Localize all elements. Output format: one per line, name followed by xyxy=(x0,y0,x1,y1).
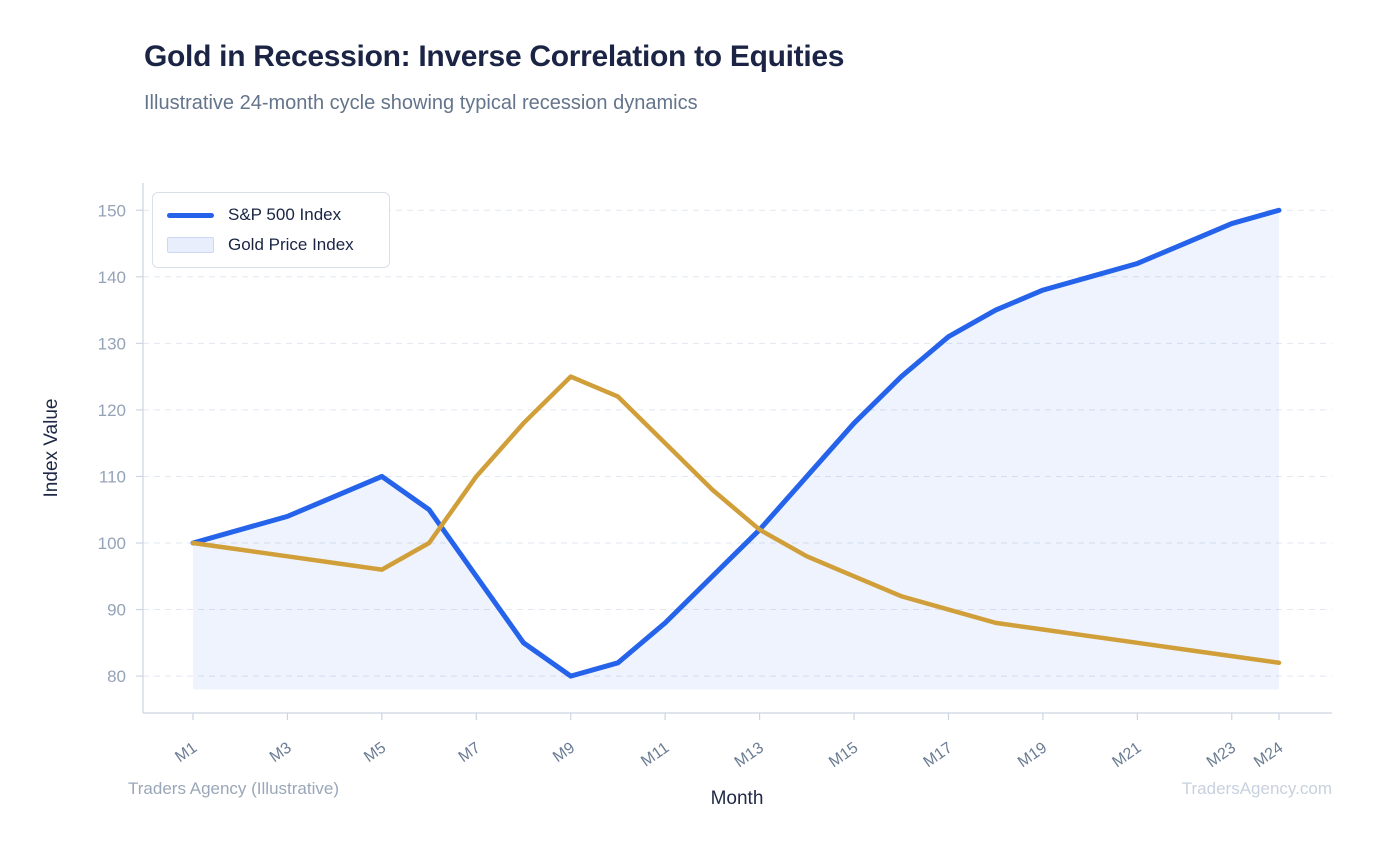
x-tick-label: M11 xyxy=(638,739,672,770)
x-tick-label: M3 xyxy=(267,739,295,766)
source-note: Traders Agency (Illustrative) xyxy=(128,779,339,798)
x-axis-ticks: M1 M3 M5 M7 M9 M11 M13 M15 M17 M19 M21 M23 M24 xyxy=(172,713,1286,771)
x-tick-label: M1 xyxy=(172,739,200,766)
y-tick-label: 120 xyxy=(98,401,126,420)
x-axis-title: Month xyxy=(711,788,764,809)
x-tick-label: M19 xyxy=(1015,739,1050,771)
sp500-line-swatch-icon xyxy=(167,212,214,218)
sp500-line xyxy=(190,207,1282,679)
y-tick-label: 130 xyxy=(98,334,126,353)
legend-label-gold: Gold Price Index xyxy=(228,235,354,254)
x-tick-label: M7 xyxy=(456,739,484,766)
y-tick-label: 90 xyxy=(107,601,126,620)
x-tick-label: M5 xyxy=(361,739,389,766)
x-tick-label: M17 xyxy=(921,739,956,771)
legend: S&P 500 Index Gold Price Index xyxy=(152,192,390,268)
sp500-area xyxy=(193,210,1279,690)
legend-item-gold: Gold Price Index xyxy=(167,232,375,258)
legend-item-sp500: S&P 500 Index xyxy=(167,202,375,228)
y-tick-label: 100 xyxy=(98,534,126,553)
chart-title: Gold in Recession: Inverse Correlation t… xyxy=(144,40,845,73)
legend-label-sp500: S&P 500 Index xyxy=(228,205,342,224)
x-tick-label: M21 xyxy=(1109,739,1144,771)
y-tick-label: 140 xyxy=(98,268,126,287)
x-tick-label: M13 xyxy=(732,739,767,771)
x-tick-label: M15 xyxy=(826,739,861,771)
y-axis-title: Index Value xyxy=(41,399,62,498)
gold-area-swatch-icon xyxy=(167,237,214,253)
chart-subtitle: Illustrative 24-month cycle showing typi… xyxy=(144,92,698,114)
x-tick-label: M24 xyxy=(1251,739,1286,771)
watermark: TradersAgency.com xyxy=(1181,779,1332,798)
y-tick-label: 110 xyxy=(99,467,126,486)
y-tick-label: 80 xyxy=(107,667,126,686)
gold-line xyxy=(190,374,1282,666)
x-tick-label: M23 xyxy=(1204,739,1239,771)
x-tick-label: M9 xyxy=(550,739,578,766)
y-tick-label: 150 xyxy=(98,201,126,220)
